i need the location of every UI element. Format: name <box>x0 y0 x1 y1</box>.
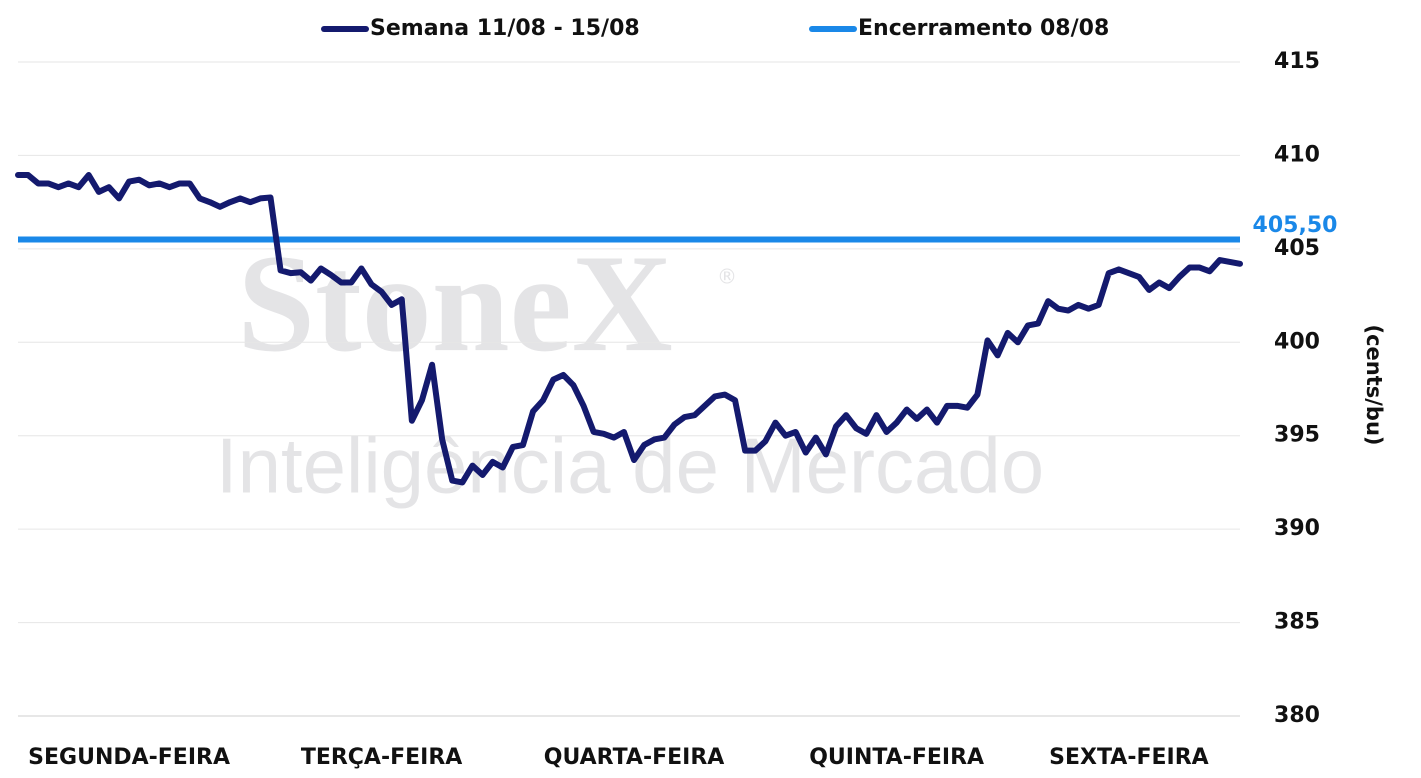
y-tick-label: 415 <box>1274 49 1320 74</box>
x-tick-label: SEGUNDA-FEIRA <box>28 745 230 770</box>
watermark-tagline: Inteligência de Mercado <box>216 422 1044 510</box>
y-tick-label: 410 <box>1274 142 1320 167</box>
y-tick-label: 385 <box>1274 610 1320 635</box>
watermark-brand: StoneX <box>237 226 673 381</box>
legend-label: Semana 11/08 - 15/08 <box>370 16 640 41</box>
y-tick-label: 405 <box>1274 236 1320 261</box>
watermark-mark: ® <box>717 265 737 289</box>
legend-label: Encerramento 08/08 <box>858 16 1109 41</box>
y-tick-label: 380 <box>1274 703 1320 728</box>
x-tick-label: TERÇA-FEIRA <box>301 745 463 770</box>
y-tick-label: 395 <box>1274 423 1320 448</box>
y-tick-label: 400 <box>1274 329 1320 354</box>
y-tick-label: 390 <box>1274 516 1320 541</box>
x-tick-label: SEXTA-FEIRA <box>1049 745 1209 770</box>
x-tick-label: QUARTA-FEIRA <box>544 745 725 770</box>
reference-label: 405,50 <box>1253 213 1338 238</box>
y-axis-label: (cents/bu) <box>1362 324 1386 445</box>
series-line <box>15 172 1243 486</box>
x-tick-label: QUINTA-FEIRA <box>809 745 984 770</box>
